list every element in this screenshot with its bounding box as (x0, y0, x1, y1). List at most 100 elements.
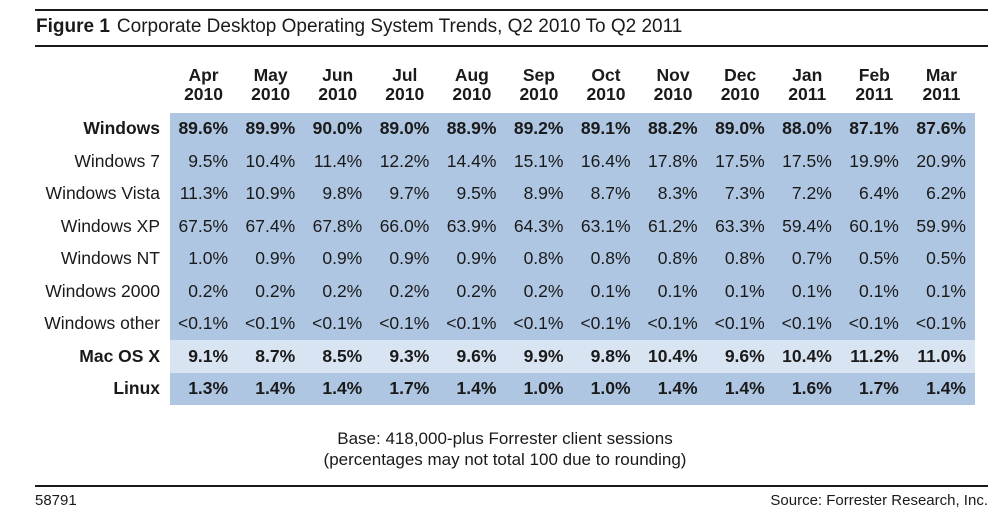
document-number: 58791 (35, 491, 77, 509)
table-cell: 89.0% (706, 112, 774, 145)
table-cell: <0.1% (907, 307, 975, 340)
table-cell: 0.1% (639, 275, 707, 308)
table-cell: 9.6% (706, 340, 774, 373)
table-row: Windows NT 1.0% 0.9% 0.9% 0.9% 0.9% 0.8% 0.8% 0.… (35, 242, 975, 275)
table-cell: 0.1% (840, 275, 908, 308)
column-header-month: Jan (792, 64, 823, 85)
source-credit: Source: Forrester Research, Inc. (770, 491, 988, 509)
table-cell: 11.4% (304, 145, 372, 178)
base-note-line1: Base: 418,000-plus Forrester client sess… (337, 429, 673, 448)
table-cell: 7.2% (773, 177, 841, 210)
table-cell: <0.1% (237, 307, 305, 340)
figure-title: Figure 1 Corporate Desktop Operating Syst… (35, 11, 988, 45)
table-cell: 87.1% (840, 112, 908, 145)
table-cell: 1.0% (505, 372, 573, 405)
bottom-rule (35, 485, 988, 487)
table-cell: 89.9% (237, 112, 305, 145)
table-cell: <0.1% (170, 307, 238, 340)
table-cell: 59.9% (907, 210, 975, 243)
table-cell: 9.3% (371, 340, 439, 373)
table-cell: 0.9% (237, 242, 305, 275)
table-cell: 0.2% (371, 275, 439, 308)
table-cell: 8.3% (639, 177, 707, 210)
column-header-month: Jul (392, 64, 418, 85)
column-header-month: Feb (858, 64, 890, 85)
column-header-year: 2010 (720, 83, 760, 104)
table-cell: 61.2% (639, 210, 707, 243)
column-header: Dec 2010 (707, 65, 774, 113)
column-header-month: Aug (454, 64, 489, 85)
table-cell: 1.7% (371, 372, 439, 405)
column-header: Jun 2010 (304, 65, 371, 113)
table-cell: 88.9% (438, 112, 506, 145)
table-cell: 12.2% (371, 145, 439, 178)
row-label: Windows (35, 112, 170, 145)
table-cell: 7.3% (706, 177, 774, 210)
column-header-year: 2010 (318, 83, 358, 104)
column-header-month: Sep (522, 64, 555, 85)
table-cell: 0.1% (773, 275, 841, 308)
table-cell: 1.4% (639, 372, 707, 405)
table-cell: 9.1% (170, 340, 238, 373)
table-cell: 0.2% (237, 275, 305, 308)
table-cell: 0.8% (505, 242, 573, 275)
footer: 58791 Source: Forrester Research, Inc. (35, 492, 988, 509)
table-row: Windows XP 67.5% 67.4% 67.8% 66.0% 63.9% 64.3%… (35, 210, 975, 243)
table-cell: <0.1% (438, 307, 506, 340)
table-cell: 6.4% (840, 177, 908, 210)
column-header-year: 2010 (519, 83, 559, 104)
column-header: Oct 2010 (572, 65, 639, 113)
table-cell: 15.1% (505, 145, 573, 178)
table-cell: 8.5% (304, 340, 372, 373)
table-cell: <0.1% (304, 307, 372, 340)
figure-label: Figure 1 (36, 16, 110, 37)
table-cell: 10.4% (237, 145, 305, 178)
table-row: Linux 1.3% 1.4% 1.4% 1.7% 1.4% 1.0% 1.0% 1.4% 1.4… (35, 372, 975, 405)
column-header: Apr 2010 (170, 64, 237, 113)
table-cell: 1.4% (706, 372, 774, 405)
table-cell: 9.5% (170, 145, 238, 178)
table-cell: 67.4% (237, 210, 305, 243)
column-header: Jul 2010 (371, 64, 438, 113)
table-cell: 11.0% (907, 340, 975, 373)
table-row: Windows other <0.1% <0.1% <0.1% <0.1% <0.1% <0… (35, 307, 975, 340)
table-cell: 17.5% (773, 145, 841, 178)
table-cell: 14.4% (438, 145, 506, 178)
table-body: Windows 89.6% 89.9% 90.0% 89.0% 88.9% 89.2% 89.… (35, 112, 975, 405)
table-cell: 0.2% (304, 275, 372, 308)
row-label: Windows 7 (35, 145, 170, 178)
row-label: Windows 2000 (35, 275, 170, 308)
column-header-year: 2011 (855, 83, 894, 104)
column-header-year: 2010 (452, 83, 492, 104)
column-header-month: Mar (925, 64, 957, 85)
row-label: Windows XP (35, 210, 170, 243)
table-cell: <0.1% (371, 307, 439, 340)
table-cell: 88.2% (639, 112, 707, 145)
figure-title-text: Corporate Desktop Operating System Trend… (116, 16, 683, 37)
column-header-year: 2011 (788, 83, 827, 104)
table-cell: 0.5% (840, 242, 908, 275)
table-cell: 0.1% (572, 275, 640, 308)
table-cell: 8.9% (505, 177, 573, 210)
table-cell: 88.0% (773, 112, 841, 145)
column-header-month: May (253, 64, 288, 85)
column-header: May 2010 (237, 64, 304, 113)
table-cell: 89.2% (505, 112, 573, 145)
table-cell: 67.5% (170, 210, 238, 243)
table-cell: 6.2% (907, 177, 975, 210)
column-header-year: 2010 (251, 83, 291, 104)
table-cell: 90.0% (304, 112, 372, 145)
column-header: Nov 2010 (640, 65, 707, 113)
row-label: Windows Vista (35, 177, 170, 210)
table-cell: 0.9% (371, 242, 439, 275)
table-cell: 10.9% (237, 177, 305, 210)
column-header-year: 2010 (653, 83, 693, 104)
table-cell: 9.8% (572, 340, 640, 373)
column-header-month: Apr (188, 64, 219, 85)
table-cell: 0.9% (304, 242, 372, 275)
column-header: Aug 2010 (438, 64, 505, 113)
column-header: Mar 2011 (908, 64, 975, 113)
table-cell: <0.1% (706, 307, 774, 340)
table-cell: 1.6% (773, 372, 841, 405)
table-cell: 1.4% (237, 372, 305, 405)
